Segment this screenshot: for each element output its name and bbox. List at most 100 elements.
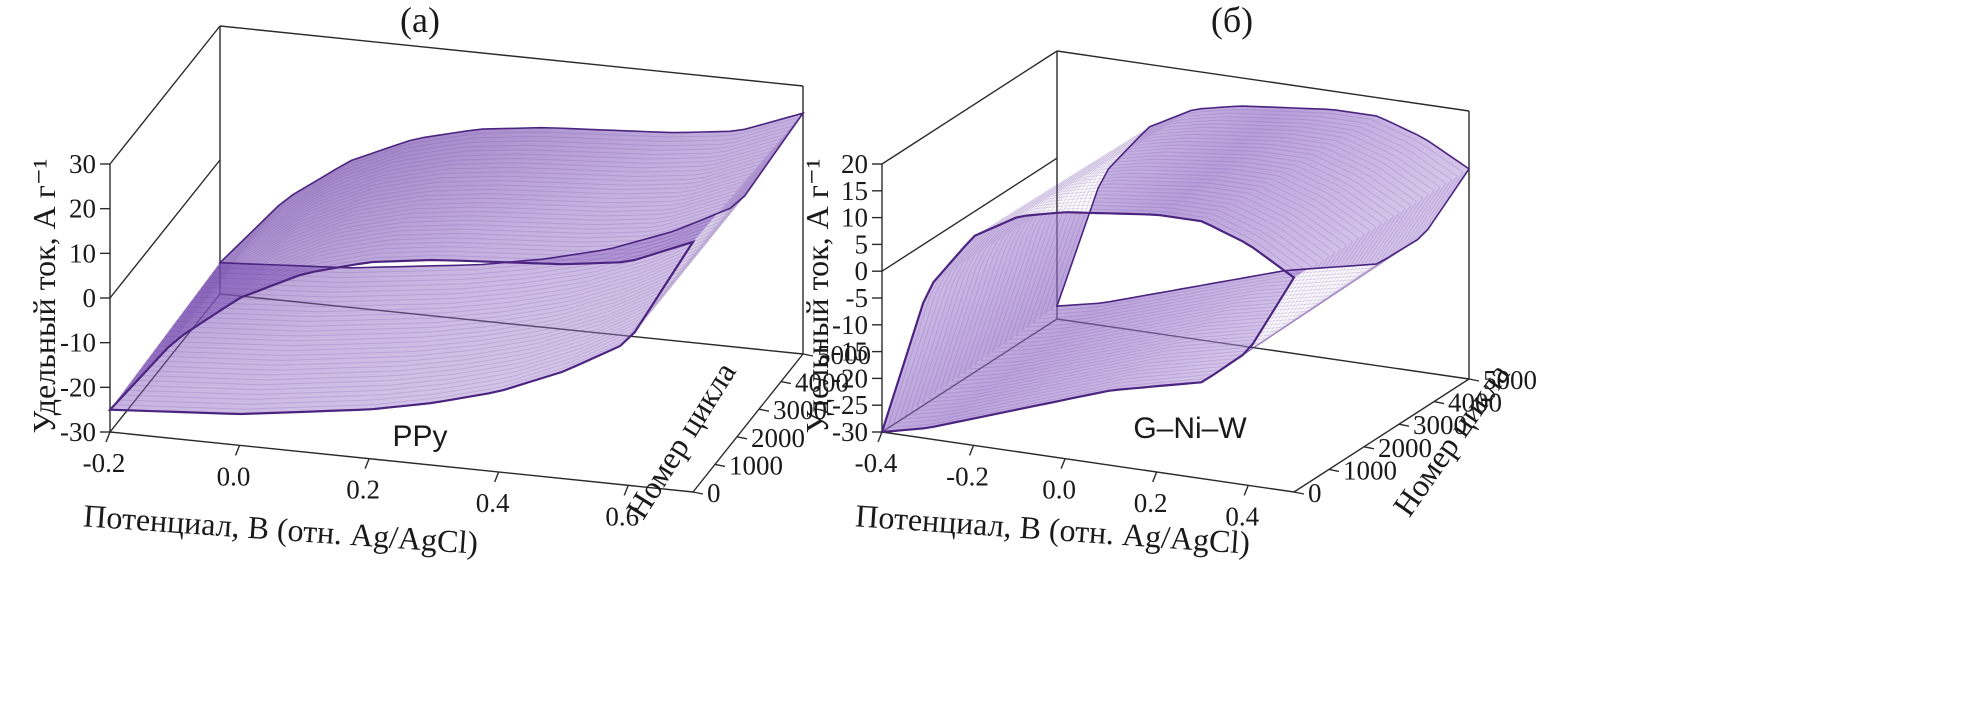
z-tick-label: -25 bbox=[832, 390, 868, 420]
cycle-curve bbox=[997, 140, 1412, 349]
cycle-curve bbox=[1015, 130, 1429, 337]
cycle-curve bbox=[178, 159, 764, 322]
cycle-curve bbox=[160, 180, 746, 347]
axis-edge bbox=[219, 25, 804, 87]
x-tick-label: 0.0 bbox=[1042, 475, 1076, 505]
x-tick-label: 0.6 bbox=[605, 501, 639, 531]
axis-edge bbox=[881, 431, 1295, 493]
x-tick bbox=[623, 485, 629, 496]
y-tick-label: 4000 bbox=[1448, 388, 1502, 418]
cycle-curve bbox=[112, 236, 698, 410]
axis-edge bbox=[109, 25, 221, 165]
x-tick-label: 0.2 bbox=[1134, 488, 1168, 518]
cycle-curve bbox=[904, 197, 1318, 416]
z-tick-label: 10 bbox=[69, 238, 96, 268]
y-tick-label: 4000 bbox=[795, 368, 849, 398]
x-tick-label: 0.4 bbox=[1225, 501, 1259, 531]
y-tick bbox=[1398, 423, 1410, 427]
cycle-curve bbox=[163, 176, 750, 342]
cycle-curve bbox=[951, 169, 1365, 383]
panel-label: (a) bbox=[400, 0, 440, 40]
x-tick bbox=[234, 445, 241, 456]
zero-line bbox=[881, 157, 1058, 272]
z-tick-label: 0 bbox=[855, 256, 869, 286]
cycle-curve bbox=[1027, 123, 1441, 328]
z-tick-label: -30 bbox=[832, 417, 868, 447]
cycle-curve bbox=[123, 223, 709, 396]
y-tick-label: 1000 bbox=[1343, 455, 1397, 485]
cycle-curve bbox=[127, 219, 713, 391]
x-tick bbox=[968, 445, 975, 456]
x-tick-label: -0.2 bbox=[83, 448, 126, 478]
x-tick bbox=[494, 471, 500, 483]
surface-cathodic-branch bbox=[110, 113, 803, 414]
cycle-curve bbox=[171, 168, 757, 332]
cycle-curve bbox=[1038, 116, 1453, 320]
z-tick-label: -20 bbox=[60, 372, 96, 402]
zero-line bbox=[109, 159, 221, 299]
cycle-curve bbox=[1009, 133, 1423, 341]
y-tick-label: 3000 bbox=[773, 395, 827, 425]
y-tick-label: 5000 bbox=[1483, 365, 1537, 395]
z-tick-label: -10 bbox=[832, 310, 868, 340]
cycle-curve bbox=[145, 198, 731, 366]
cycle-curve bbox=[134, 210, 720, 381]
cycle-curve bbox=[1003, 137, 1418, 345]
axis-edge bbox=[1293, 378, 1470, 493]
cycle-lines bbox=[881, 105, 1470, 433]
cycle-curve bbox=[116, 232, 702, 405]
cycle-curve bbox=[185, 150, 772, 313]
x-tick-label: 0.4 bbox=[476, 488, 510, 518]
y-tick-label: 2000 bbox=[751, 423, 805, 453]
y-tick bbox=[758, 408, 770, 412]
x-tick bbox=[877, 431, 883, 443]
z-tick-label: 0 bbox=[83, 283, 97, 313]
chart-panel-ppy: (a) -30 -20 -10 0 10 20 30 -0.2 0.0 0.2 0.4 0.6 0 1000… bbox=[26, 0, 871, 561]
cycle-curve bbox=[152, 189, 739, 357]
y-tick bbox=[802, 353, 814, 357]
cycle-curve bbox=[992, 144, 1406, 353]
cycle-curve bbox=[1021, 126, 1435, 332]
x-tick bbox=[1243, 485, 1249, 496]
y-tick-label: 0 bbox=[1308, 478, 1322, 508]
z-axis-title: Удельный ток, А г⁻¹ bbox=[799, 159, 835, 434]
x-tick-label: 0.0 bbox=[217, 461, 251, 491]
y-tick bbox=[1363, 446, 1375, 450]
cycle-curve bbox=[910, 193, 1324, 412]
first-cycle-curve bbox=[880, 211, 1296, 434]
x-tick bbox=[105, 431, 111, 443]
surface-anodic-branch bbox=[882, 106, 1469, 432]
cycle-curve bbox=[898, 201, 1313, 420]
cycle-curve bbox=[887, 208, 1301, 429]
z-tick-label: -30 bbox=[60, 417, 96, 447]
cycle-curve bbox=[916, 190, 1330, 408]
cycle-curve bbox=[211, 120, 797, 279]
y-tick-label: 2000 bbox=[1378, 433, 1432, 463]
cycle-curve bbox=[1050, 109, 1464, 311]
y-tick-label: 3000 bbox=[1413, 410, 1467, 440]
cycle-curve bbox=[207, 125, 794, 283]
y-tick-label: 5000 bbox=[817, 340, 871, 370]
cycle-curve bbox=[189, 146, 775, 308]
cycle-curve bbox=[156, 185, 742, 352]
cycle-curve bbox=[957, 165, 1371, 379]
panel-label: (б) bbox=[1211, 0, 1253, 40]
last-cycle-curve bbox=[218, 111, 805, 269]
x-tick-label: -0.2 bbox=[946, 461, 989, 491]
cycle-curve bbox=[1044, 112, 1458, 316]
z-axis-title: Удельный ток, А г⁻¹ bbox=[26, 159, 62, 434]
y-tick bbox=[714, 463, 726, 468]
z-tick-label: 5 bbox=[855, 229, 869, 259]
cycle-curve bbox=[119, 228, 706, 400]
axis-edge bbox=[109, 431, 694, 493]
first-cycle-curve bbox=[107, 239, 696, 416]
x-tick-label: -0.4 bbox=[855, 448, 898, 478]
cycle-curve bbox=[1032, 119, 1447, 324]
cycle-curve bbox=[892, 204, 1307, 425]
cycle-curve bbox=[980, 151, 1394, 362]
surface-anodic-branch bbox=[110, 113, 803, 410]
y-tick bbox=[1328, 468, 1340, 473]
x-axis-title: Потенциал, В (отн. Ag/AgCl) bbox=[82, 497, 479, 560]
